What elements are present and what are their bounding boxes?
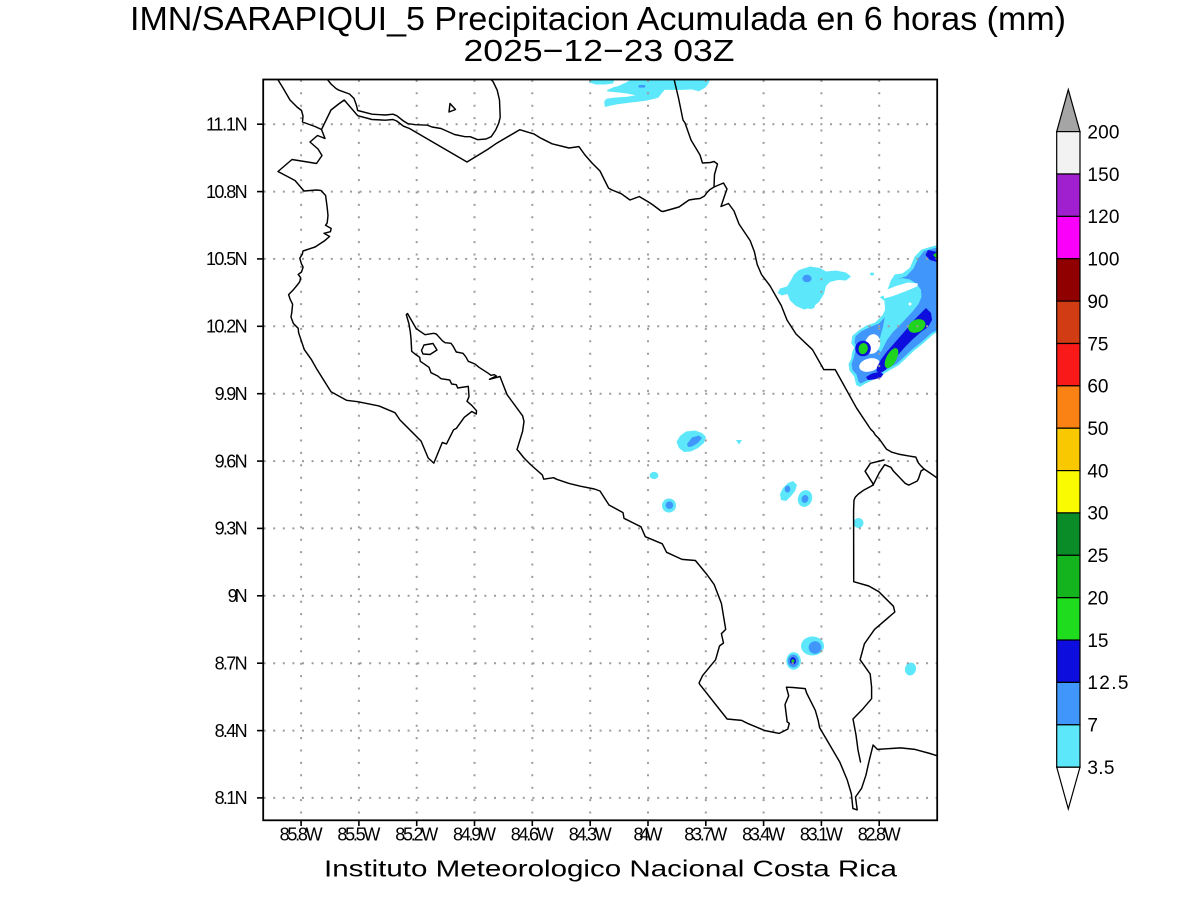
svg-text:120: 120 bbox=[1087, 207, 1119, 228]
svg-text:7: 7 bbox=[1087, 716, 1098, 737]
svg-text:60: 60 bbox=[1087, 377, 1108, 398]
svg-text:9.6N: 9.6N bbox=[215, 451, 248, 471]
svg-text:9.3N: 9.3N bbox=[215, 519, 248, 539]
svg-text:2025−12−23 03Z: 2025−12−23 03Z bbox=[464, 34, 735, 68]
svg-text:10.2N: 10.2N bbox=[206, 317, 248, 337]
svg-text:90: 90 bbox=[1087, 292, 1108, 313]
svg-text:9N: 9N bbox=[228, 586, 248, 606]
svg-text:25: 25 bbox=[1087, 546, 1108, 567]
svg-text:30: 30 bbox=[1087, 504, 1108, 525]
svg-text:15: 15 bbox=[1087, 631, 1108, 652]
svg-text:82.8W: 82.8W bbox=[858, 825, 901, 845]
svg-text:84.6W: 84.6W bbox=[511, 825, 554, 845]
svg-text:84W: 84W bbox=[634, 825, 663, 845]
svg-text:8.7N: 8.7N bbox=[215, 654, 248, 674]
svg-text:3.5: 3.5 bbox=[1087, 758, 1114, 779]
svg-text:84.9W: 84.9W bbox=[453, 825, 496, 845]
svg-text:85.8W: 85.8W bbox=[280, 825, 323, 845]
svg-text:100: 100 bbox=[1087, 250, 1119, 271]
svg-text:50: 50 bbox=[1087, 419, 1108, 440]
svg-text:200: 200 bbox=[1087, 122, 1119, 143]
svg-text:8.1N: 8.1N bbox=[215, 788, 248, 808]
svg-text:20: 20 bbox=[1087, 589, 1108, 610]
svg-text:11.1N: 11.1N bbox=[206, 115, 248, 135]
svg-text:IMN/SARAPIQUI_5 Precipitacion: IMN/SARAPIQUI_5 Precipitacion Acumulada … bbox=[130, 0, 1066, 37]
svg-text:40: 40 bbox=[1087, 461, 1108, 482]
svg-text:10.8N: 10.8N bbox=[206, 182, 248, 202]
svg-text:150: 150 bbox=[1087, 165, 1119, 186]
svg-text:83.4W: 83.4W bbox=[742, 825, 785, 845]
svg-text:8.4N: 8.4N bbox=[215, 721, 248, 741]
svg-text:9.9N: 9.9N bbox=[215, 384, 248, 404]
svg-text:12.5: 12.5 bbox=[1087, 673, 1128, 694]
svg-text:75: 75 bbox=[1087, 334, 1108, 355]
svg-text:10.5N: 10.5N bbox=[206, 249, 248, 269]
svg-text:83.7W: 83.7W bbox=[684, 825, 727, 845]
svg-text:84.3W: 84.3W bbox=[569, 825, 612, 845]
svg-text:85.5W: 85.5W bbox=[337, 825, 380, 845]
svg-text:83.1W: 83.1W bbox=[800, 825, 843, 845]
svg-text:85.2W: 85.2W bbox=[395, 825, 438, 845]
svg-text:Instituto Meteorologico Nacion: Instituto Meteorologico Nacional Costa R… bbox=[324, 856, 898, 882]
